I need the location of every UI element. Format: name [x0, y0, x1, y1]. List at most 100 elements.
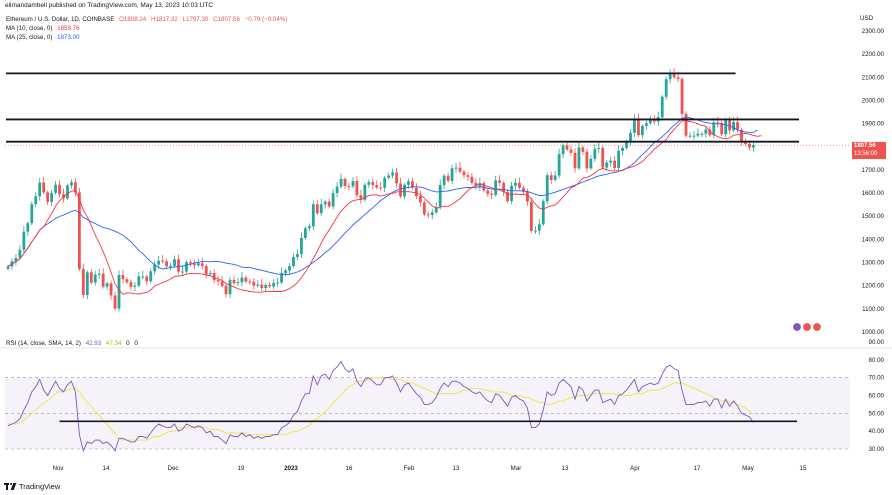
- candle-body: [307, 226, 311, 229]
- candle-body: [466, 175, 470, 177]
- candle-body: [692, 135, 696, 137]
- price-tick-label: 1400.00: [862, 236, 885, 243]
- candle-body: [359, 195, 363, 200]
- rsi-value: 42.93: [85, 340, 102, 347]
- price-tick-label: 1300.00: [862, 260, 885, 267]
- candle-body: [38, 182, 42, 197]
- candle-body: [188, 262, 192, 264]
- rsi-tick-label: 80.00: [869, 357, 885, 364]
- candle-body: [434, 206, 438, 213]
- candle-body: [557, 154, 561, 176]
- candle-body: [248, 281, 252, 283]
- candle-body: [113, 295, 117, 309]
- ma25-label: MA (25, close, 0): [6, 34, 53, 41]
- ma10-line: [7, 120, 762, 295]
- candle-body: [617, 150, 621, 169]
- ma10-legend[interactable]: MA (10, close, 0) 1859.76: [6, 24, 83, 33]
- candle-body: [680, 78, 684, 114]
- candle-body: [716, 122, 720, 124]
- candle-body: [89, 272, 93, 283]
- candle-body: [518, 182, 521, 188]
- candle-body: [367, 182, 371, 185]
- tradingview-brand[interactable]: TradingView: [4, 482, 60, 491]
- candle-body: [137, 276, 141, 286]
- candle-body: [42, 182, 46, 193]
- ohlc-close: C1807.56: [213, 16, 240, 23]
- candle-body: [355, 181, 359, 196]
- candle-body: [648, 119, 652, 124]
- event-icons: [792, 322, 822, 332]
- ohlc-low: L1797.30: [182, 16, 209, 23]
- candle-body: [70, 182, 73, 186]
- candle-body: [529, 201, 533, 232]
- time-axis: Nov 14 Dec 19 2023 16 Feb 13 Mar 13 Apr 17 May 15: [52, 465, 807, 472]
- candle-body: [145, 276, 149, 282]
- price-tick-label: 1100.00: [862, 306, 884, 313]
- candle-body: [752, 145, 755, 148]
- candle-body: [545, 175, 549, 202]
- candle-body: [561, 145, 565, 155]
- candle-body: [66, 185, 69, 199]
- rsi-legend[interactable]: RSI (14, close, SMA, 14, 2) 42.93 47.34 …: [6, 339, 141, 348]
- candle-body: [347, 186, 351, 188]
- rsi-tick-label: 70.00: [869, 375, 885, 382]
- candle-body: [153, 264, 157, 272]
- candle-body: [339, 178, 343, 187]
- candle-body: [149, 271, 153, 282]
- ohlc-change: −0.79 (−0.04%): [244, 16, 288, 23]
- candle-body: [296, 253, 299, 257]
- candle-body: [462, 171, 466, 176]
- rsi-sma-value: 47.34: [105, 340, 122, 347]
- candle-body: [621, 147, 624, 151]
- candle-body: [668, 72, 672, 80]
- candle-body: [74, 182, 77, 193]
- candle-body: [268, 284, 272, 287]
- price-tick-label: 1700.00: [862, 167, 885, 174]
- candle-body: [252, 281, 256, 286]
- candle-body: [93, 274, 97, 283]
- candle-body: [609, 160, 613, 163]
- price-tick-label: 1900.00: [862, 121, 885, 128]
- candle-body: [105, 283, 109, 287]
- rsi-extra-2: 0: [134, 340, 138, 347]
- price-tick-label: 1200.00: [862, 283, 885, 290]
- candle-body: [458, 167, 462, 172]
- candle-body: [157, 260, 161, 265]
- candle-body: [26, 223, 30, 232]
- candle-body: [62, 194, 65, 199]
- candle-body: [300, 237, 303, 254]
- candle-body: [236, 282, 240, 284]
- candle-body: [454, 167, 458, 169]
- candle-body: [597, 147, 601, 149]
- currency-label: USD: [860, 15, 874, 22]
- time-tick-label: 16: [346, 465, 353, 472]
- time-tick-label: 2023: [284, 465, 298, 472]
- candle-body: [101, 273, 105, 287]
- candle-body: [181, 271, 184, 273]
- time-tick-label: May: [742, 465, 755, 472]
- candle-body: [14, 257, 18, 262]
- candle-body: [601, 147, 605, 168]
- candle-body: [399, 183, 402, 197]
- candle-body: [50, 192, 54, 202]
- candle-body: [375, 184, 379, 188]
- time-tick-label: 15: [800, 465, 807, 472]
- candle-body: [6, 266, 10, 269]
- candle-body: [30, 204, 34, 224]
- ma25-legend[interactable]: MA (25, close, 0) 1873.00: [6, 33, 83, 42]
- time-tick-label: 14: [103, 465, 110, 472]
- candle-body: [22, 231, 26, 250]
- candle-body: [418, 196, 422, 203]
- rsi-label: RSI (14, close, SMA, 14, 2): [6, 340, 81, 347]
- candle-body: [244, 277, 248, 282]
- time-tick-label: Nov: [52, 465, 64, 472]
- candle-body: [644, 123, 648, 126]
- candle-body: [204, 266, 208, 275]
- time-tick-label: Dec: [167, 465, 178, 472]
- price-tick-label: 1600.00: [862, 190, 885, 197]
- candle-body: [510, 185, 513, 202]
- candle-body: [169, 265, 172, 267]
- candle-body: [323, 201, 327, 205]
